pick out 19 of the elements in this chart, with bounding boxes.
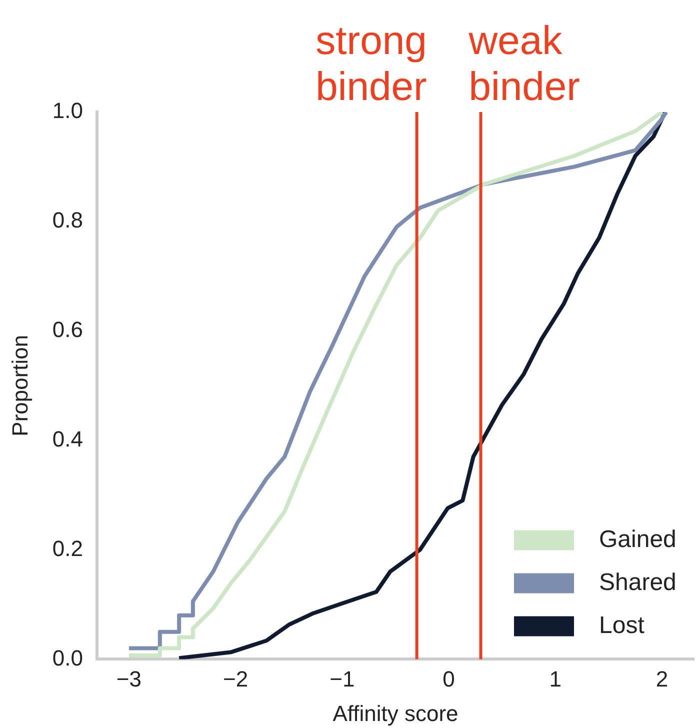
y-tick-label: 0.0 xyxy=(52,645,83,670)
y-tick-label: 0.8 xyxy=(52,208,83,233)
x-tick-label: 0 xyxy=(442,666,455,692)
y-tick-label: 0.6 xyxy=(52,316,83,342)
legend-label: Shared xyxy=(599,568,676,596)
y-axis-title: Proportion xyxy=(7,334,32,436)
legend-label: Gained xyxy=(599,526,676,553)
y-tick-label: 1.0 xyxy=(52,98,83,124)
ref-line-label: weak binder xyxy=(468,19,580,109)
x-axis-title: Affinity score xyxy=(332,700,458,726)
x-tick-label: 2 xyxy=(656,666,668,692)
legend-label: Lost xyxy=(599,612,645,639)
x-tick-label: −2 xyxy=(223,666,248,692)
y-tick-label: 0.2 xyxy=(52,536,83,561)
x-tick-label: −1 xyxy=(330,666,355,692)
x-tick-label: 1 xyxy=(549,666,562,692)
y-tick-label: 0.4 xyxy=(52,426,83,452)
ref-line-label: strong binder xyxy=(316,19,427,109)
x-tick-label: −3 xyxy=(116,666,142,692)
